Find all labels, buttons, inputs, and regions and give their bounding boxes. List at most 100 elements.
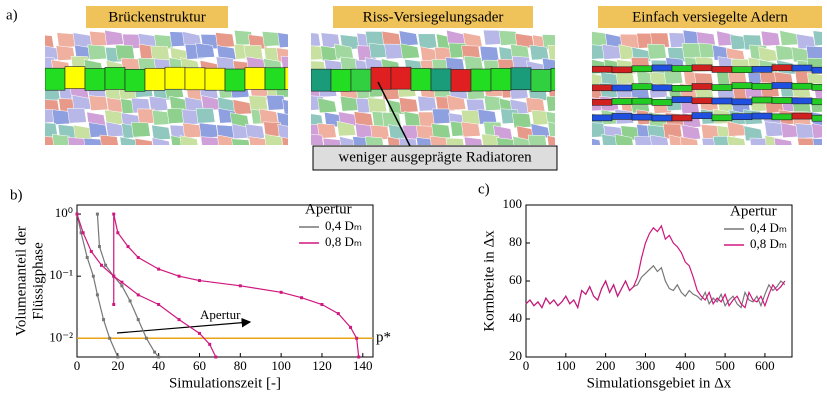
grain: [592, 31, 608, 47]
vein: [671, 85, 693, 92]
grain: [446, 94, 467, 111]
grain: [245, 123, 265, 140]
grain: [649, 134, 669, 145]
grain: [264, 133, 284, 145]
grain: [758, 46, 778, 62]
grain: [215, 32, 235, 48]
grain: [364, 136, 384, 145]
grain: [322, 138, 342, 145]
y-tick-label: 20: [509, 348, 522, 363]
grain: [282, 99, 288, 115]
vein: [611, 66, 633, 74]
vein: [350, 68, 372, 92]
y-tick-label: 60: [509, 272, 522, 287]
x-tick-label: 20: [111, 358, 124, 373]
grain: [681, 124, 701, 141]
grain: [749, 137, 769, 145]
series-line: [525, 224, 786, 310]
x-tick-label: 80: [234, 358, 247, 373]
vein: [771, 64, 793, 72]
grain: [151, 137, 170, 145]
annotation: weniger ausgeprägte Radiatoren: [338, 149, 532, 165]
grain: [277, 32, 288, 48]
arrow: [116, 317, 252, 334]
x-tick-label: 100: [556, 358, 576, 373]
x-tick-label: 0: [74, 358, 81, 373]
grain: [614, 133, 634, 145]
grain: [431, 108, 452, 125]
grain: [134, 138, 153, 145]
vein: [410, 68, 432, 91]
grain: [400, 43, 420, 59]
grain: [334, 43, 354, 60]
vein: [264, 67, 286, 91]
vein: [671, 96, 693, 103]
vein: [184, 67, 206, 91]
grain: [51, 109, 72, 125]
vein: [671, 65, 693, 72]
grain: [216, 134, 236, 145]
grain: [529, 44, 550, 61]
vein: [370, 66, 392, 90]
vein: [631, 83, 653, 90]
grain: [115, 44, 135, 61]
vein: [592, 114, 613, 122]
grain: [712, 136, 732, 145]
y-tick-label: 100: [503, 196, 523, 211]
grain: [258, 108, 279, 125]
x-tick-label: 300: [636, 358, 656, 373]
x-axis-title: Simulationsgebiet in Δx: [587, 375, 732, 391]
grain: [99, 134, 119, 145]
grain: [812, 30, 822, 46]
grain: [416, 137, 435, 145]
vein: [731, 66, 753, 73]
vein: [592, 99, 613, 106]
vein: [631, 113, 653, 121]
vein: [592, 65, 613, 73]
grain: [498, 30, 519, 46]
vein: [711, 84, 733, 91]
vein: [651, 64, 673, 72]
legend-title: Apertur: [305, 201, 352, 217]
grain: [797, 137, 816, 145]
plot-frame: [76, 204, 374, 358]
vein: [224, 68, 246, 92]
grain: [429, 135, 449, 145]
grain: [512, 135, 531, 145]
image-title: Einfach versiegelte Adern: [632, 9, 788, 25]
vein: [611, 84, 633, 92]
legend-title: Apertur: [730, 203, 777, 219]
grain: [67, 136, 86, 145]
grain: [431, 123, 451, 139]
grain: [445, 137, 465, 145]
vein: [470, 68, 492, 92]
grain: [131, 121, 151, 138]
grain: [726, 135, 746, 145]
panel-label: a): [6, 7, 18, 23]
vein: [611, 113, 633, 120]
grain: [83, 137, 102, 145]
vein: [311, 68, 332, 92]
grain: [773, 137, 793, 145]
grain: [317, 97, 337, 114]
vein: [84, 68, 106, 91]
grain: [88, 95, 109, 111]
grain: [546, 135, 555, 145]
x-tick-label: 40: [152, 358, 165, 373]
vein: [124, 69, 146, 92]
vein: [771, 82, 793, 89]
grain: [320, 45, 340, 62]
vein: [711, 114, 733, 122]
image-title: Brückenstruktur: [108, 9, 205, 25]
vein: [284, 67, 288, 90]
grain: [764, 121, 784, 137]
grain: [339, 136, 358, 145]
grain: [195, 108, 216, 124]
grain: [463, 136, 483, 145]
grain: [811, 122, 822, 139]
vein: [791, 82, 813, 90]
grain: [481, 133, 501, 145]
vein: [811, 114, 822, 122]
micrograph: [45, 30, 288, 145]
